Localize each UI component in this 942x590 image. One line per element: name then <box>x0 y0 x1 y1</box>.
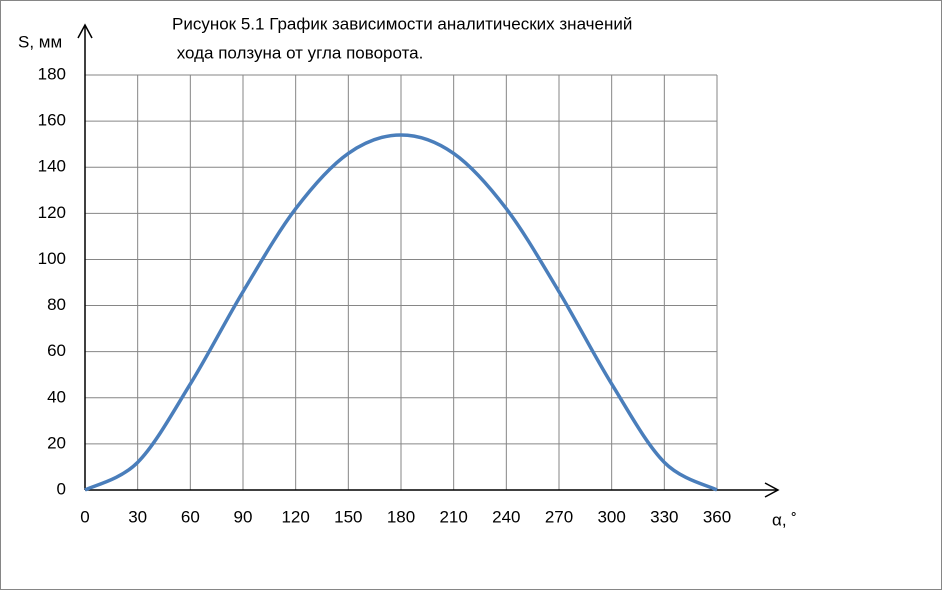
x-axis-label: α, ˚ <box>772 510 797 529</box>
y-tick-label: 100 <box>38 249 66 268</box>
chart-title: хода ползуна от угла поворота. <box>172 43 423 62</box>
x-tick-label: 300 <box>597 507 625 526</box>
y-tick-label: 140 <box>38 157 66 176</box>
x-tick-label: 360 <box>703 507 731 526</box>
x-axis-arrow <box>764 482 780 498</box>
y-tick-label: 40 <box>47 387 66 406</box>
y-axis-label: S, мм <box>18 32 62 51</box>
y-tick-label: 20 <box>47 433 66 452</box>
x-tick-label: 30 <box>128 507 147 526</box>
y-tick-label: 180 <box>38 64 66 83</box>
data-line <box>84 133 718 492</box>
x-tick-label: 270 <box>545 507 573 526</box>
x-tick-label: 0 <box>80 507 89 526</box>
y-tick-label: 120 <box>38 203 66 222</box>
x-tick-label: 180 <box>387 507 415 526</box>
chart-title: Рисунок 5.1 График зависимости аналитиче… <box>172 14 632 33</box>
y-axis-arrow <box>77 23 93 39</box>
y-tick-label: 0 <box>57 479 66 498</box>
y-tick-label: 60 <box>47 341 66 360</box>
y-tick-label: 160 <box>38 111 66 130</box>
x-tick-label: 60 <box>181 507 200 526</box>
x-tick-label: 90 <box>234 507 253 526</box>
x-tick-label: 210 <box>439 507 467 526</box>
x-tick-label: 150 <box>334 507 362 526</box>
x-tick-label: 120 <box>281 507 309 526</box>
y-tick-label: 80 <box>47 295 66 314</box>
x-tick-label: 240 <box>492 507 520 526</box>
x-tick-label: 330 <box>650 507 678 526</box>
